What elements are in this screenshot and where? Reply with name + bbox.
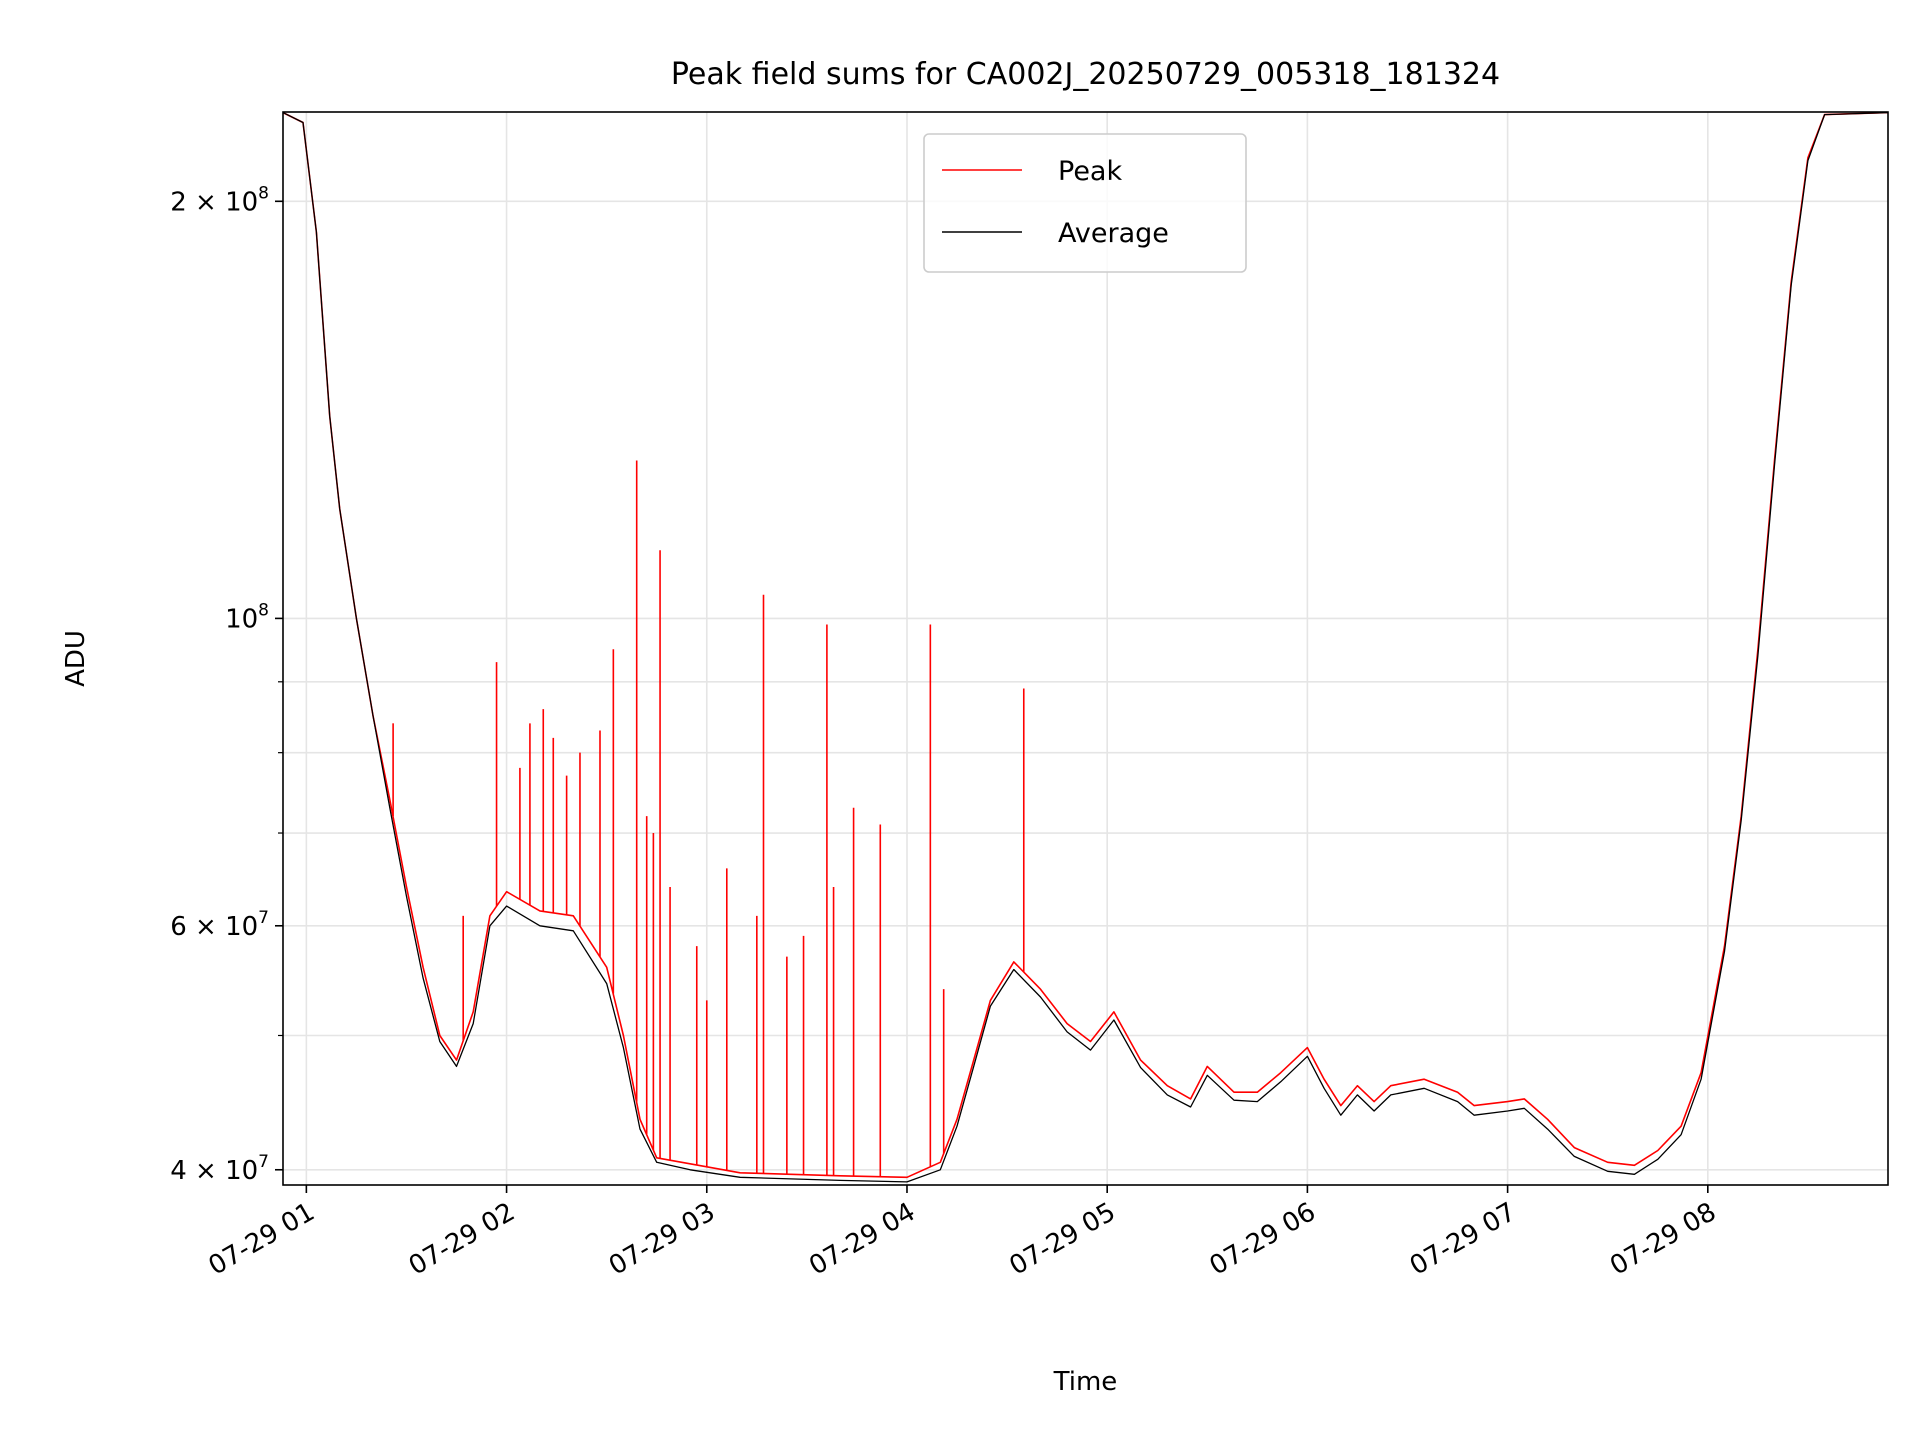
x-axis-label: Time: [1053, 1367, 1118, 1397]
axes-frame: [282, 111, 1889, 1186]
legend-label-average: Average: [1058, 218, 1169, 249]
series-line-peak: [282, 111, 1889, 1179]
series-layer: [282, 111, 1889, 1183]
legend: Peak Average: [923, 133, 1247, 273]
y-tick-label: 2 × 108: [170, 183, 269, 217]
chart-title: Peak field sums for CA002J_20250729_0053…: [671, 57, 1500, 92]
y-tick-label: 108: [225, 600, 269, 634]
series-line-average: [282, 111, 1889, 1183]
y-axis-label: ADU: [61, 630, 91, 687]
legend-box: [923, 133, 1247, 273]
y-tick-label: 6 × 107: [170, 908, 269, 942]
legend-label-peak: Peak: [1058, 156, 1122, 187]
y-tick-label: 4 × 107: [170, 1152, 269, 1186]
